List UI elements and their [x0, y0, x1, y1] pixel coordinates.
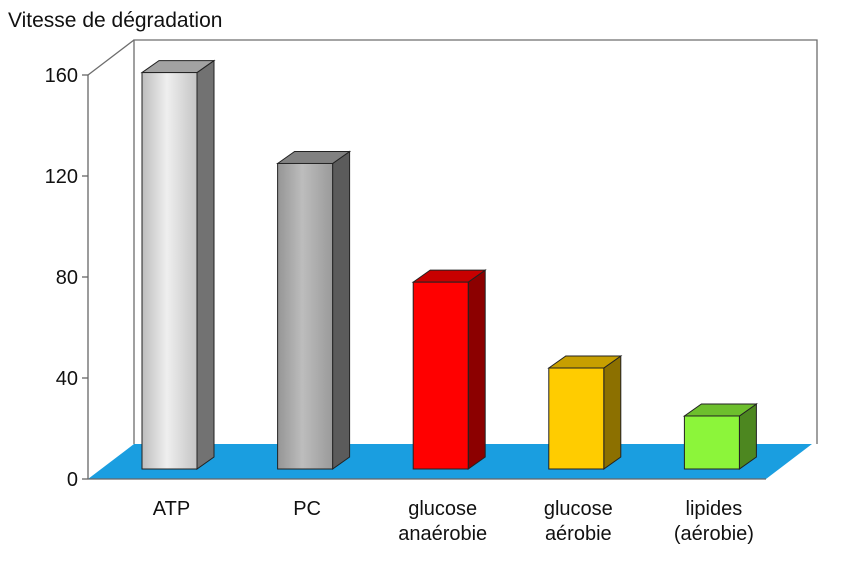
bar-5: [682, 403, 758, 470]
back-wall: [133, 39, 818, 444]
bar-front-face: [548, 367, 605, 470]
bar-4: [547, 355, 623, 470]
category-label: PC: [293, 498, 321, 520]
bar-front-face: [683, 415, 740, 470]
bar-1: [140, 59, 216, 470]
bar-front-face: [277, 162, 334, 470]
plot-frame: [87, 39, 818, 444]
category-label: glucose aérobie: [544, 498, 613, 545]
category-label-line: glucose: [544, 498, 613, 520]
bar-front-face: [412, 281, 469, 470]
category-label: glucose anaérobie: [398, 498, 487, 545]
bar-side-face: [196, 59, 215, 470]
category-label-line: aérobie: [545, 523, 612, 545]
y-tick-label: 0: [67, 469, 78, 491]
category-label-line: PC: [293, 498, 321, 520]
y-tick-label: 120: [45, 166, 78, 188]
bar-side-face: [467, 269, 486, 470]
category-label: lipides (aérobie): [674, 498, 754, 545]
category-label-line: lipides: [686, 498, 743, 520]
side-wall-top-edge: [87, 39, 135, 76]
y-tick-label: 40: [56, 368, 78, 390]
bar-side-face: [603, 355, 622, 470]
y-axis: 0 40 80 120 160: [45, 65, 766, 491]
category-label-line: glucose: [408, 498, 477, 520]
category-label: ATP: [153, 498, 190, 520]
y-tick-label: 80: [56, 267, 78, 289]
bar-3: [411, 269, 487, 470]
category-label-line: ATP: [153, 498, 190, 520]
category-label-line: anaérobie: [398, 523, 487, 545]
bar-side-face: [332, 150, 351, 470]
bar-front-face: [141, 72, 198, 470]
category-labels: ATP PC glucose anaérobie glucose aérobie lipid…: [153, 498, 754, 545]
y-tick-label: 160: [45, 65, 78, 87]
y-axis-label: Vitesse de dégradation: [8, 9, 222, 32]
category-label-line: (aérobie): [674, 523, 754, 545]
bar-2: [276, 150, 352, 470]
bars: [140, 59, 758, 470]
